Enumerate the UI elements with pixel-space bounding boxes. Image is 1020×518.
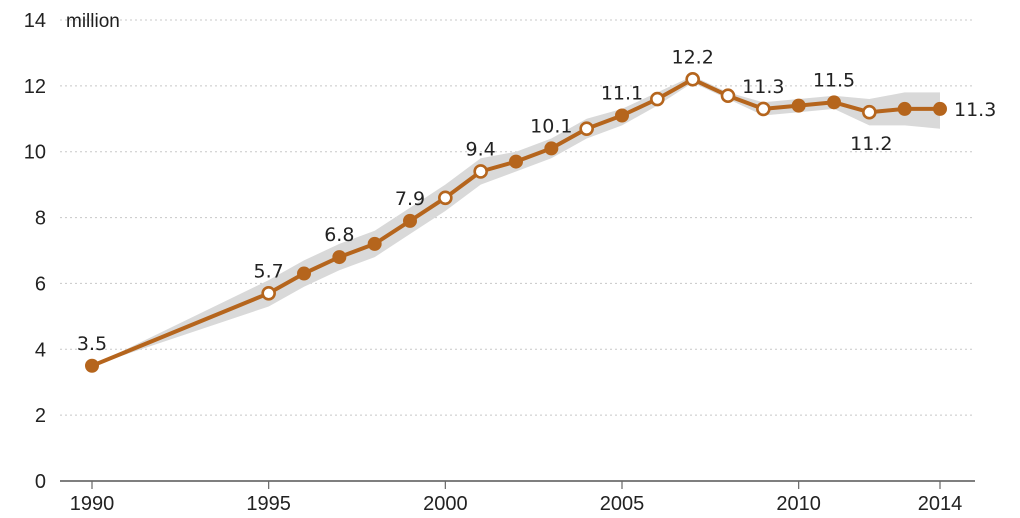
y-tick-label: 14 xyxy=(24,10,46,32)
data-point xyxy=(720,88,736,104)
data-point xyxy=(827,95,841,110)
data-label: 6.8 xyxy=(324,224,354,246)
data-point xyxy=(332,250,347,265)
data-point xyxy=(85,358,99,373)
data-point xyxy=(438,190,453,206)
data-label: 3.5 xyxy=(77,333,107,355)
data-labels: 3.5 5.7 6.8 7.9 9.4 10.1 11.1 12.2 11.3 11.5 11.2 1… xyxy=(77,46,996,354)
data-point xyxy=(509,154,523,169)
data-label: 10.1 xyxy=(530,115,572,137)
data-point xyxy=(544,141,559,156)
data-label: 11.5 xyxy=(813,69,855,91)
data-point xyxy=(297,266,311,281)
data-point xyxy=(756,101,771,117)
confidence-band xyxy=(92,76,940,366)
x-tick-label: 2005 xyxy=(600,493,645,515)
y-tick-label: 10 xyxy=(24,142,46,164)
data-point xyxy=(791,98,806,113)
data-label: 11.3 xyxy=(742,76,784,98)
y-tick-label: 2 xyxy=(35,405,46,427)
data-label: 7.9 xyxy=(395,188,425,210)
data-point xyxy=(403,213,417,228)
y-unit-label: million xyxy=(66,11,120,32)
data-point xyxy=(615,108,629,123)
x-tick-label: 1990 xyxy=(70,493,115,515)
y-tick-label: 6 xyxy=(35,273,46,295)
data-point xyxy=(685,71,700,87)
data-point xyxy=(367,236,382,251)
data-label: 5.7 xyxy=(254,260,284,282)
data-point xyxy=(579,121,594,136)
y-tick-label: 0 xyxy=(35,471,46,493)
x-tick-label: 2014 xyxy=(918,493,963,515)
data-label: 11.1 xyxy=(601,82,643,104)
data-point xyxy=(897,101,912,116)
data-point xyxy=(862,104,877,120)
data-label: 11.3 xyxy=(954,99,996,121)
axes: 0 2 4 6 8 10 12 14 million 1990 1995 2000 2005 2010 20… xyxy=(24,10,975,515)
y-tick-label: 8 xyxy=(35,208,46,230)
y-tick-label: 12 xyxy=(24,76,46,98)
x-tick-label: 2000 xyxy=(423,493,468,515)
y-tick-label: 4 xyxy=(35,339,46,361)
data-label: 11.2 xyxy=(850,133,892,155)
series-group xyxy=(85,71,947,373)
data-point xyxy=(933,101,947,116)
data-point xyxy=(473,164,488,179)
data-label: 9.4 xyxy=(466,138,496,160)
data-label: 12.2 xyxy=(672,46,714,68)
x-tick-label: 2010 xyxy=(776,493,821,515)
confidence-band-group xyxy=(92,76,940,366)
data-point xyxy=(261,286,276,301)
x-tick-label: 1995 xyxy=(246,493,291,515)
data-point xyxy=(650,91,665,107)
